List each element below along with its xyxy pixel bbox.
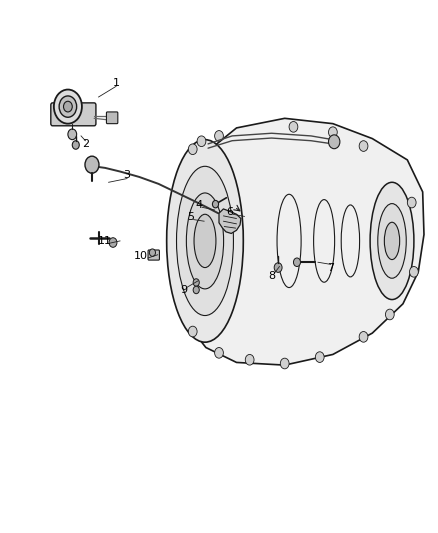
Text: 9: 9 xyxy=(180,286,187,295)
Text: 4: 4 xyxy=(196,200,203,210)
Text: 7: 7 xyxy=(327,263,334,272)
Circle shape xyxy=(215,348,223,358)
Ellipse shape xyxy=(378,204,406,278)
Circle shape xyxy=(315,352,324,362)
Circle shape xyxy=(72,141,79,149)
PathPatch shape xyxy=(182,118,424,365)
Circle shape xyxy=(359,332,368,342)
Circle shape xyxy=(193,279,199,286)
Circle shape xyxy=(197,136,206,147)
Circle shape xyxy=(385,309,394,320)
Ellipse shape xyxy=(370,182,414,300)
Circle shape xyxy=(193,286,199,294)
Ellipse shape xyxy=(384,222,399,260)
Circle shape xyxy=(68,129,77,140)
Circle shape xyxy=(245,354,254,365)
FancyBboxPatch shape xyxy=(106,112,118,124)
Circle shape xyxy=(188,326,197,337)
Ellipse shape xyxy=(194,214,216,268)
Text: 2: 2 xyxy=(82,139,89,149)
Circle shape xyxy=(410,266,418,277)
Circle shape xyxy=(289,122,298,132)
Circle shape xyxy=(59,96,77,117)
Circle shape xyxy=(215,131,223,141)
Circle shape xyxy=(212,200,219,208)
Text: 11: 11 xyxy=(98,236,112,246)
Text: 8: 8 xyxy=(268,271,275,281)
Ellipse shape xyxy=(187,193,224,289)
Circle shape xyxy=(149,249,155,256)
Circle shape xyxy=(85,156,99,173)
Circle shape xyxy=(328,135,340,149)
Circle shape xyxy=(280,358,289,369)
PathPatch shape xyxy=(219,209,241,233)
Text: 6: 6 xyxy=(226,207,233,217)
Circle shape xyxy=(328,127,337,138)
Circle shape xyxy=(54,90,82,124)
Circle shape xyxy=(359,141,368,151)
Circle shape xyxy=(293,258,300,266)
Circle shape xyxy=(64,101,72,112)
Text: 10: 10 xyxy=(134,251,148,261)
Circle shape xyxy=(274,263,282,272)
Ellipse shape xyxy=(177,166,233,316)
Text: 5: 5 xyxy=(187,213,194,222)
Ellipse shape xyxy=(166,140,244,342)
Circle shape xyxy=(407,197,416,208)
Circle shape xyxy=(188,144,197,155)
Text: 1: 1 xyxy=(113,78,120,87)
Text: 3: 3 xyxy=(124,170,131,180)
FancyBboxPatch shape xyxy=(148,250,159,260)
FancyBboxPatch shape xyxy=(51,103,96,126)
Circle shape xyxy=(109,238,117,247)
